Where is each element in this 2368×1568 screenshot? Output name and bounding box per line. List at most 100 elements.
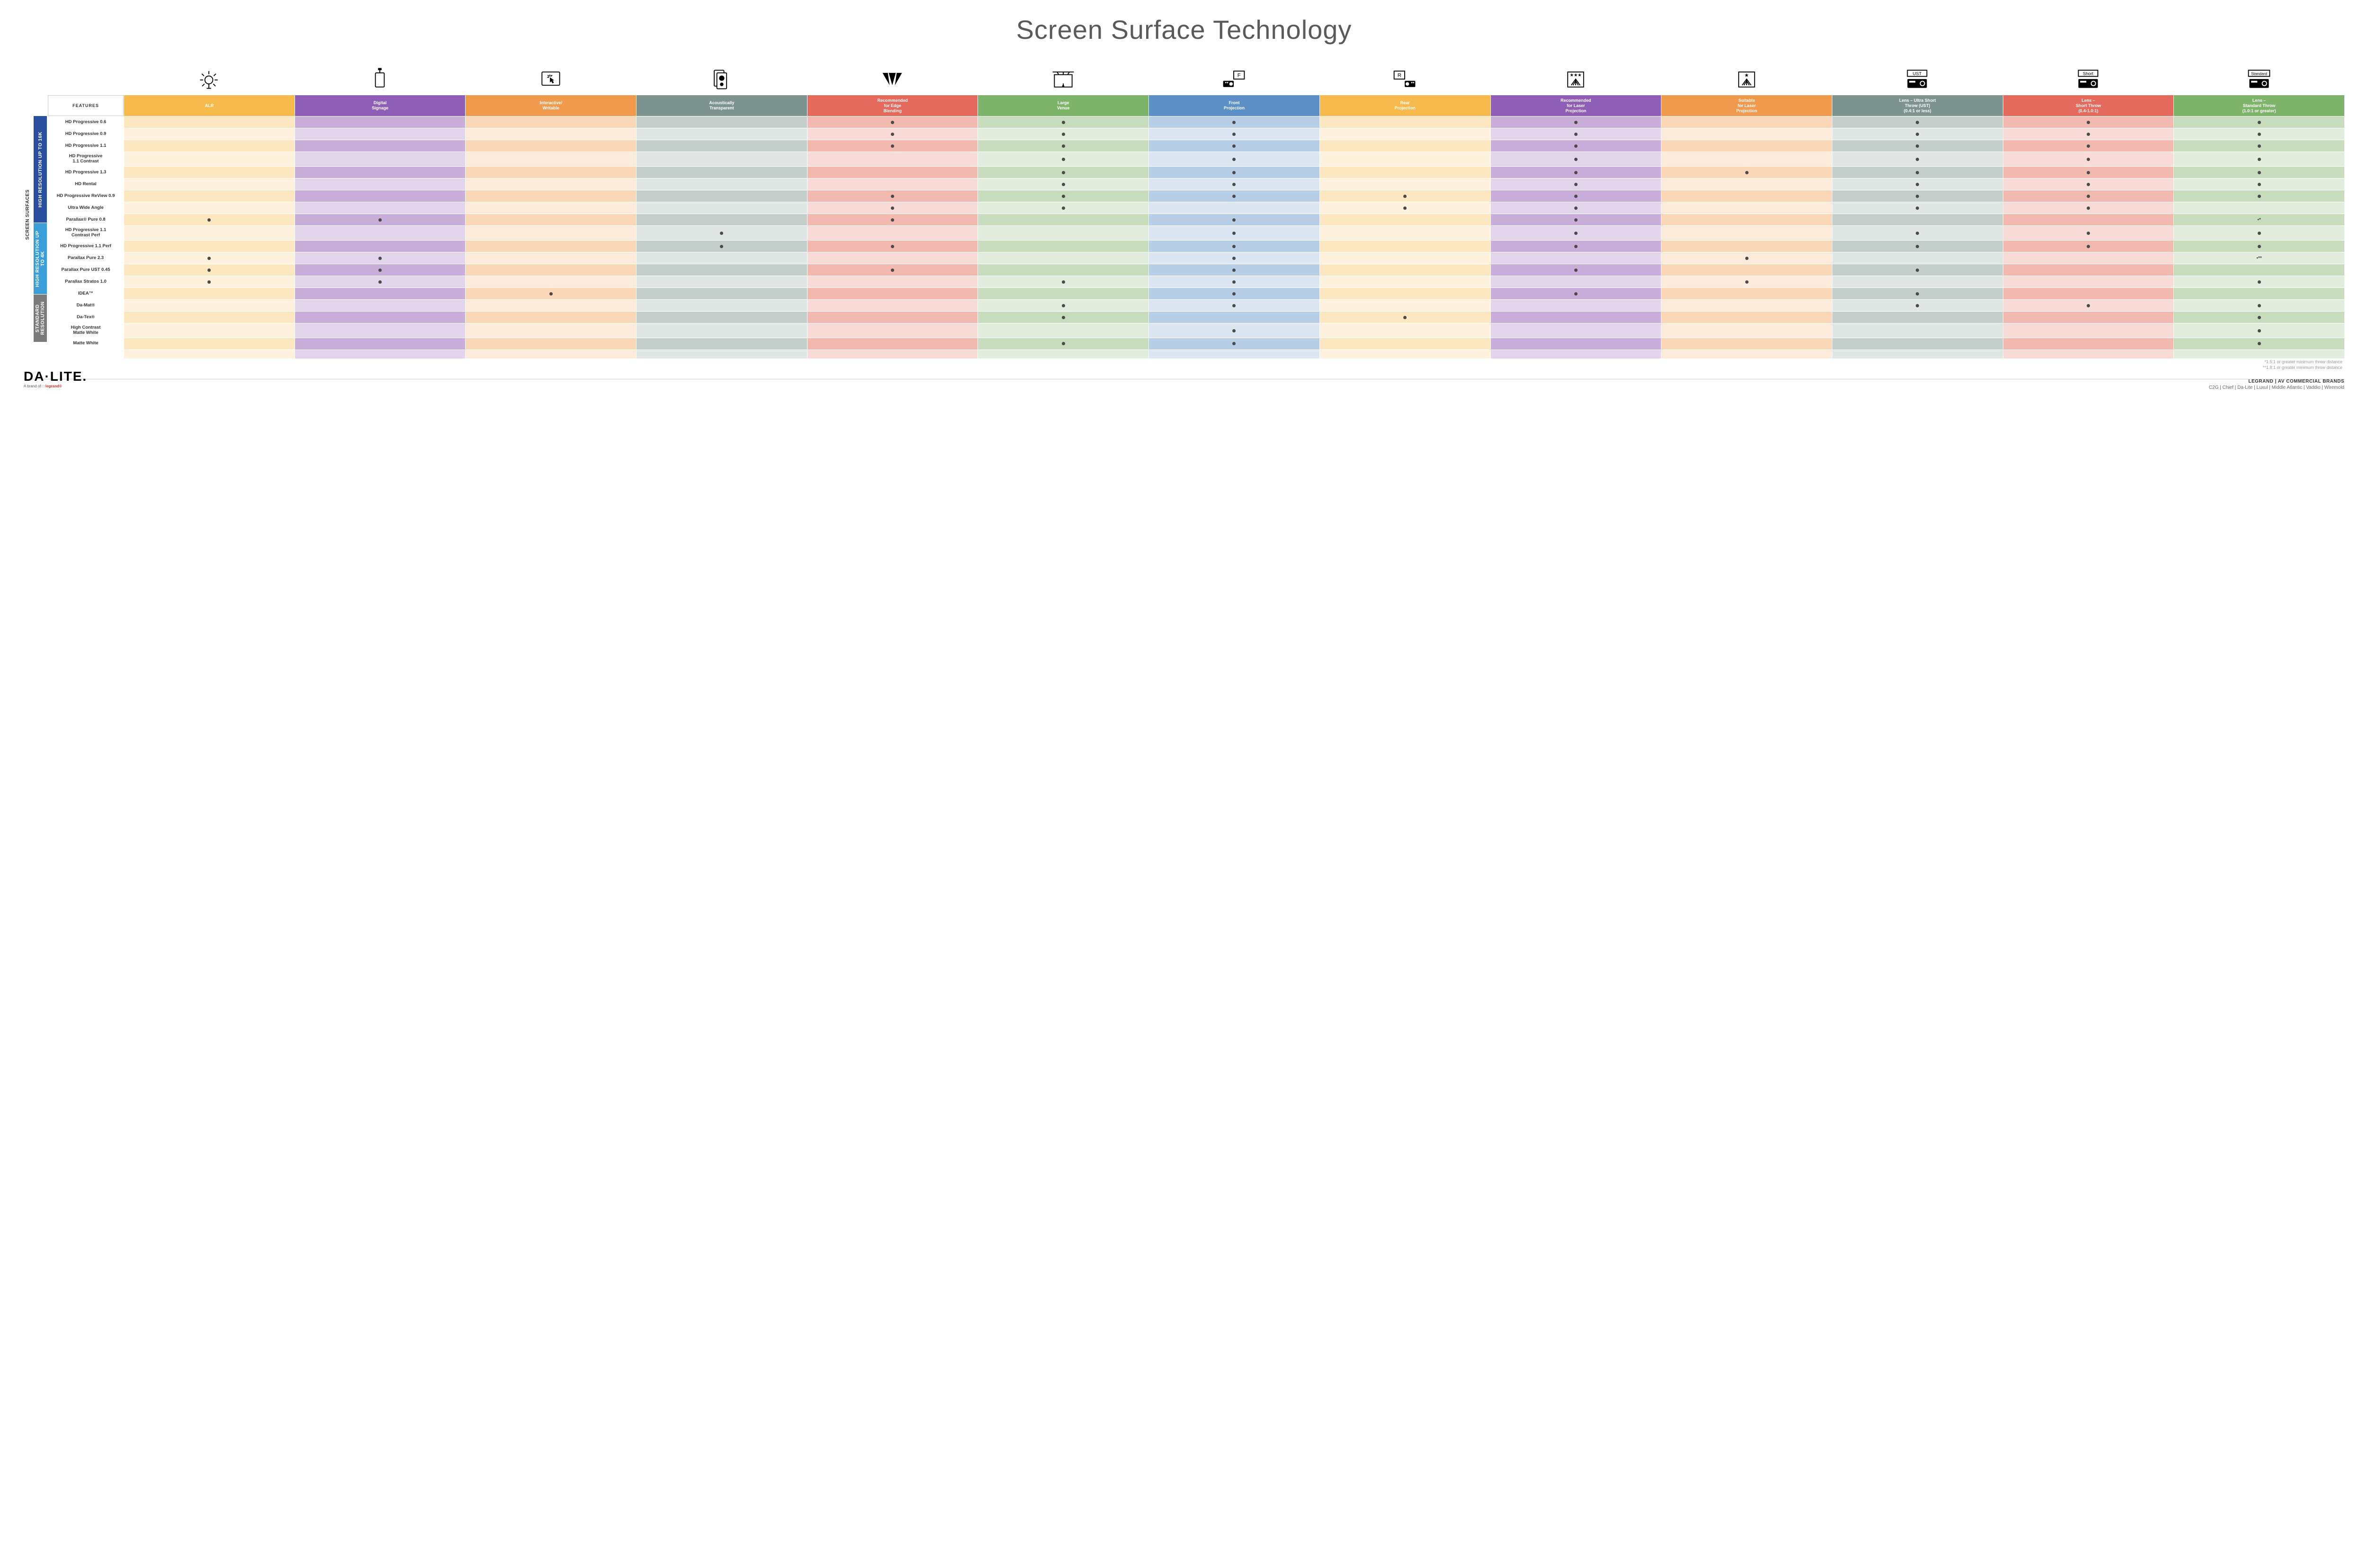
cell-rear <box>1320 116 1490 128</box>
cell-edge <box>807 202 978 214</box>
cell-edge <box>807 252 978 264</box>
header-interact: Interactive/Writable <box>466 95 636 116</box>
cell-reclaser <box>1491 190 1661 202</box>
svg-text:R: R <box>1398 72 1401 78</box>
cell-std <box>2174 226 2344 240</box>
cell-rear <box>1320 241 1490 252</box>
cell-suitlaser <box>1661 288 1832 299</box>
cell-signage <box>295 252 466 264</box>
data-row: HD Progressive ReView 0.9 <box>48 190 2344 202</box>
cell-reclaser <box>1491 338 1661 349</box>
cell-acoustic <box>637 338 807 349</box>
cell-std <box>2174 338 2344 349</box>
cell-suitlaser <box>1661 300 1832 311</box>
cell-rear <box>1320 276 1490 287</box>
cell-std: •** <box>2174 252 2344 264</box>
cell-interact <box>466 252 636 264</box>
cell-edge <box>807 116 978 128</box>
cell-acoustic <box>637 264 807 276</box>
cell-rear <box>1320 338 1490 349</box>
cell-suitlaser <box>1661 338 1832 349</box>
logo-text: DA·LITE. <box>24 369 87 384</box>
header-alr: ALR <box>124 95 295 116</box>
cell-acoustic <box>637 167 807 178</box>
logo-sub-prefix: A brand of <box>24 384 42 388</box>
data-row: Parallax Stratos 1.0 <box>48 276 2344 287</box>
cell-short <box>2003 152 2174 166</box>
cell-alr <box>124 190 295 202</box>
header-signage: DigitalSignage <box>295 95 466 116</box>
cell-ust <box>1832 179 2003 190</box>
cell-signage <box>295 202 466 214</box>
icon-ust: UST <box>1832 59 2003 92</box>
cell-edge <box>807 140 978 152</box>
category-label: STANDARD RESOLUTION <box>34 295 47 342</box>
cell-ust <box>1832 300 2003 311</box>
side-label-outer: SCREEN SURFACES <box>24 59 32 370</box>
cell-large <box>978 276 1148 287</box>
cell-signage <box>295 226 466 240</box>
cell-front <box>1149 116 1319 128</box>
cell-reclaser <box>1491 264 1661 276</box>
data-row: Matte White <box>48 338 2344 349</box>
data-row: HD Progressive 1.3 <box>48 167 2344 178</box>
icon-reclaser: ★★★ <box>1490 59 1661 92</box>
cell-signage <box>295 140 466 152</box>
spacer-cell <box>295 350 466 358</box>
cell-rear <box>1320 167 1490 178</box>
cell-std <box>2174 116 2344 128</box>
cell-acoustic <box>637 214 807 225</box>
cell-acoustic <box>637 140 807 152</box>
row-label: IDEA™ <box>48 288 124 299</box>
header-suitlaser: Suitablefor LaserProjection <box>1661 95 1832 116</box>
cell-ust <box>1832 152 2003 166</box>
cell-interact <box>466 312 636 323</box>
cell-large <box>978 288 1148 299</box>
cell-reclaser <box>1491 276 1661 287</box>
header-ust: Lens – Ultra ShortThrow (UST)(0.4:1 or l… <box>1832 95 2003 116</box>
cell-front <box>1149 226 1319 240</box>
data-row: High ContrastMatte White <box>48 323 2344 338</box>
header-std: Lens –Standard Throw(1.0:1 or greater) <box>2174 95 2344 116</box>
cell-front <box>1149 152 1319 166</box>
cell-acoustic <box>637 312 807 323</box>
cell-interact <box>466 190 636 202</box>
row-label: Ultra Wide Angle <box>48 202 124 214</box>
cell-ust <box>1832 252 2003 264</box>
cell-signage <box>295 276 466 287</box>
cell-front <box>1149 323 1319 338</box>
cell-interact <box>466 241 636 252</box>
cell-alr <box>124 140 295 152</box>
cell-suitlaser <box>1661 128 1832 140</box>
cell-interact <box>466 338 636 349</box>
cell-suitlaser <box>1661 241 1832 252</box>
cell-alr <box>124 202 295 214</box>
cell-acoustic <box>637 276 807 287</box>
cell-front <box>1149 190 1319 202</box>
cell-alr <box>124 167 295 178</box>
cell-interact <box>466 128 636 140</box>
cell-rear <box>1320 152 1490 166</box>
cell-alr <box>124 241 295 252</box>
header-front: FrontProjection <box>1149 95 1319 116</box>
cell-reclaser <box>1491 167 1661 178</box>
cell-interact <box>466 116 636 128</box>
cell-ust <box>1832 312 2003 323</box>
data-row: HD Progressive 1.1Contrast Perf <box>48 226 2344 240</box>
row-label: Da-Mat® <box>48 300 124 311</box>
cell-short <box>2003 214 2174 225</box>
data-row: Da-Tex® <box>48 312 2344 323</box>
spacer-cell <box>1149 350 1319 358</box>
cell-std <box>2174 128 2344 140</box>
cell-ust <box>1832 214 2003 225</box>
cell-front <box>1149 300 1319 311</box>
logo-block: DA·LITE. A brand of □ legrand® <box>24 369 87 388</box>
cell-alr <box>124 288 295 299</box>
cell-interact <box>466 202 636 214</box>
cell-reclaser <box>1491 300 1661 311</box>
header-row: FEATURESALRDigitalSignageInteractive/Wri… <box>48 95 2344 116</box>
cell-interact <box>466 276 636 287</box>
cell-rear <box>1320 190 1490 202</box>
cell-rear <box>1320 226 1490 240</box>
cell-std <box>2174 288 2344 299</box>
